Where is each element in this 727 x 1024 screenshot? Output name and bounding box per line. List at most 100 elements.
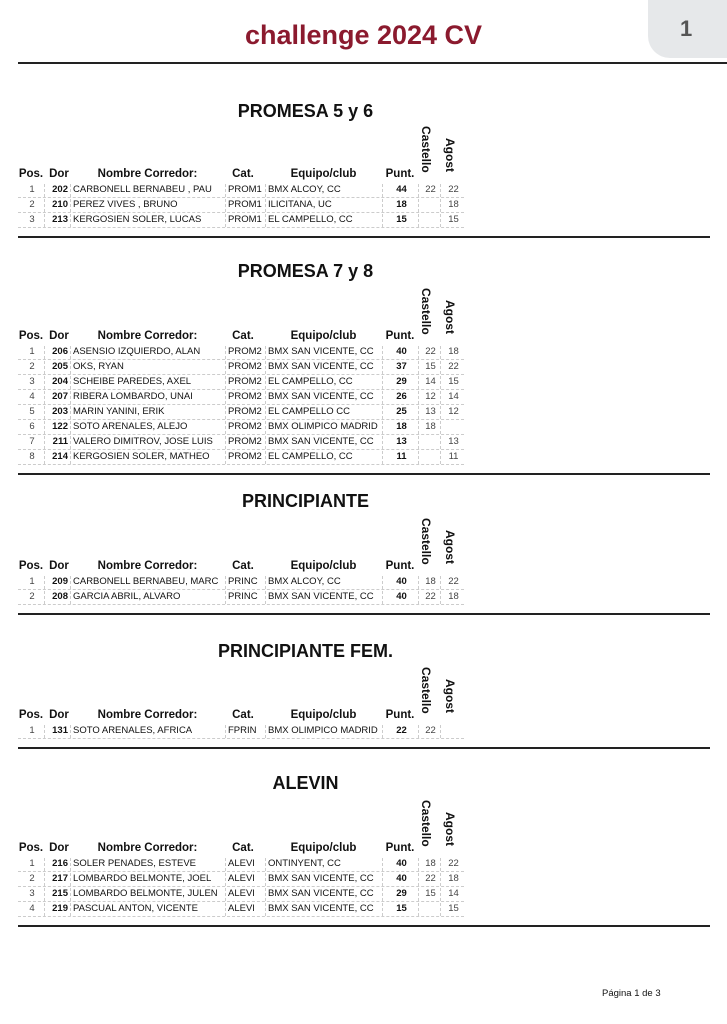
column-header-castello: Castello [419,126,433,173]
castello-points [418,199,440,212]
team: BMX SAN VICENTE, CC [265,361,382,374]
agost-points: 12 [440,406,464,419]
position: 7 [29,436,35,447]
category: PROM2 [225,436,265,449]
table-row: 3 204 SCHEIBE PAREDES, AXEL PROM2 EL CAMPELL… [18,375,464,390]
rider-name: MARIN YANINI, ERIK [70,406,225,419]
castello-points: 13 [418,406,440,419]
table-row: 2 208 GARCIA ABRIL, ALVARO PRINC BMX SAN VIC… [18,590,464,605]
rider-name: VALERO DIMITROV, JOSE LUIS [70,436,225,449]
position: 4 [29,391,35,402]
rider-name: SCHEIBE PAREDES, AXEL [70,376,225,389]
castello-points [418,436,440,449]
column-header-dor: Dor [49,168,69,180]
section-title: PRINCIPIANTE FEM. [218,641,394,661]
column-header-name: Nombre Corredor: [97,330,198,342]
position: 5 [29,406,35,417]
total-points: 40 [382,346,418,359]
bib-number: 210 [44,199,70,212]
bib-number: 207 [44,391,70,404]
column-header-points: Punt. [385,330,415,342]
castello-points: 22 [418,346,440,359]
section-title: ALEVIN [272,773,339,793]
column-header-name: Nombre Corredor: [97,168,198,180]
agost-points [440,421,464,434]
column-header-points: Punt. [385,168,415,180]
rider-name: SOLER PENADES, ESTEVE [70,858,225,871]
total-points: 40 [382,858,418,871]
castello-points: 22 [418,873,440,886]
total-points: 40 [382,576,418,589]
total-points: 15 [382,903,418,916]
team: BMX SAN VICENTE, CC [265,346,382,359]
castello-points: 18 [418,421,440,434]
table-row: 8 214 KERGOSIEN SOLER, MATHEO PROM2 EL CAMPE… [18,450,464,465]
team: BMX SAN VICENTE, CC [265,903,382,916]
team: ILICITANA, UC [265,199,382,212]
category: PROM1 [225,184,265,197]
total-points: 13 [382,436,418,449]
agost-points: 14 [440,391,464,404]
page-number: 1 [680,16,693,41]
position: 2 [29,591,35,602]
table-row: 1 131 SOTO ARENALES, AFRICA FPRIN BMX OLIMPI… [18,724,464,739]
column-header-dor: Dor [49,560,69,572]
results-table: 1 209 CARBONELL BERNABEU, MARC PRINC BMX ALC… [18,575,464,605]
table-row: 3 213 KERGOSIEN SOLER, LUCAS PROM1 EL CAMPEL… [18,213,464,228]
position: 2 [29,199,35,210]
agost-points: 22 [440,361,464,374]
total-points: 29 [382,376,418,389]
category: ALEVI [225,903,265,916]
team: EL CAMPELLO CC [265,406,382,419]
page-footer: Página 1 de 3 [602,988,661,999]
team: BMX SAN VICENTE, CC [265,888,382,901]
table-row: 2 205 OKS, RYAN PROM2 BMX SAN VICENTE, CC 37 1… [18,360,464,375]
rider-name: OKS, RYAN [70,361,225,374]
table-row: 3 215 LOMBARDO BELMONTE, JULEN ALEVI BMX SAN… [18,887,464,902]
total-points: 18 [382,421,418,434]
column-header-cat: Cat. [232,842,254,854]
bib-number: 131 [44,725,70,738]
position: 1 [29,858,35,869]
rider-name: LOMBARDO BELMONTE, JOEL [70,873,225,886]
table-row: 4 219 PASCUAL ANTON, VICENTE ALEVI BMX SAN V… [18,902,464,917]
rider-name: SOTO ARENALES, ALEJO [70,421,225,434]
castello-points: 22 [418,184,440,197]
section-divider [18,925,710,927]
bib-number: 215 [44,888,70,901]
table-row: 1 202 CARBONELL BERNABEU , PAU PROM1 BMX ALC… [18,183,464,198]
position: 3 [29,888,35,899]
header-divider [18,62,727,64]
column-header-agost: Agost [443,138,457,172]
bib-number: 122 [44,421,70,434]
bib-number: 208 [44,591,70,604]
castello-points: 15 [418,888,440,901]
category: PROM2 [225,391,265,404]
bib-number: 219 [44,903,70,916]
team: EL CAMPELLO, CC [265,451,382,464]
castello-points: 18 [418,858,440,871]
section-title: PROMESA 5 y 6 [237,101,374,121]
total-points: 44 [382,184,418,197]
total-points: 40 [382,873,418,886]
position: 8 [29,451,35,462]
column-header-pos: Pos. [18,330,44,342]
table-row: 7 211 VALERO DIMITROV, JOSE LUIS PROM2 BMX S… [18,435,464,450]
section-divider [18,613,710,615]
agost-points: 15 [440,903,464,916]
agost-points: 15 [440,376,464,389]
column-header-dor: Dor [49,709,69,721]
section-divider [18,473,710,475]
category: PROM2 [225,376,265,389]
column-header-cat: Cat. [232,168,254,180]
column-header-agost: Agost [443,679,457,713]
rider-name: GARCIA ABRIL, ALVARO [70,591,225,604]
rider-name: KERGOSIEN SOLER, MATHEO [70,451,225,464]
category: PROM2 [225,421,265,434]
page-number-badge: 1 [648,0,727,58]
document-title: challenge 2024 CV [244,20,483,50]
table-row: 1 206 ASENSIO IZQUIERDO, ALAN PROM2 BMX SAN … [18,345,464,360]
column-header-agost: Agost [443,300,457,334]
column-header-agost: Agost [443,812,457,846]
castello-points: 18 [418,576,440,589]
